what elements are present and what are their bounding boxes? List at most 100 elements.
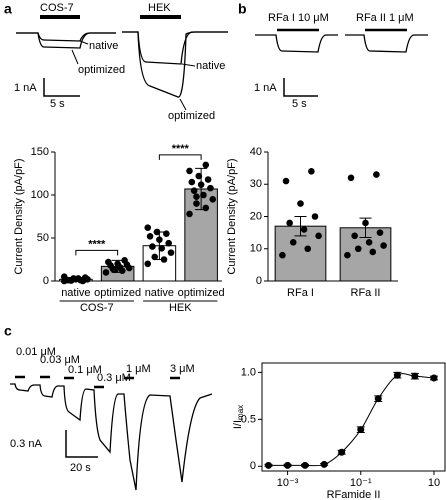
data-point xyxy=(282,177,290,185)
data-point xyxy=(209,196,217,203)
data-point xyxy=(151,253,159,261)
y-axis-label: Current Density (pA/pF) xyxy=(13,158,25,274)
data-point xyxy=(351,232,358,240)
data-point xyxy=(153,228,161,236)
significance-bracket xyxy=(75,249,119,256)
scale-label: 1 nA xyxy=(14,82,37,94)
x-tick-label: optimized xyxy=(178,287,225,299)
trace-annotation: native xyxy=(196,60,225,72)
y-tick-label: 20 xyxy=(250,210,262,222)
data-point xyxy=(158,245,166,252)
y-tick-label: 0 xyxy=(256,275,262,287)
data-point xyxy=(144,260,152,268)
data-point xyxy=(188,178,196,186)
data-point xyxy=(121,257,128,264)
data-point xyxy=(105,258,112,266)
data-point xyxy=(200,191,207,199)
data-point xyxy=(279,251,286,259)
y-tick-label: 150 xyxy=(31,146,49,158)
data-point xyxy=(286,219,293,227)
data-point xyxy=(374,395,382,403)
data-point xyxy=(70,275,77,282)
data-point xyxy=(354,245,362,253)
ligand: RFa I 10 μM xyxy=(268,12,329,24)
concentration: 3 μM xyxy=(170,363,195,375)
data-point xyxy=(344,251,351,259)
x-tick-label: optimized xyxy=(94,287,141,299)
y-axis-label: I/Imax xyxy=(232,405,245,429)
data-point xyxy=(297,200,304,207)
y-axis-label-main: I/I xyxy=(232,420,244,429)
scale-label: 0.3 nA xyxy=(10,438,42,450)
data-point xyxy=(60,273,68,281)
concentration: 0.03 μM xyxy=(40,354,80,366)
data-point xyxy=(193,200,200,207)
data-point xyxy=(163,230,170,237)
data-point xyxy=(186,167,193,175)
y-tick-label: 0 xyxy=(250,460,256,472)
data-point xyxy=(160,256,168,263)
data-point xyxy=(357,426,365,434)
group-label: COS-7 xyxy=(80,302,114,314)
data-point xyxy=(79,277,87,285)
plot-frame xyxy=(261,362,446,472)
significance: **** xyxy=(172,143,190,155)
panel-label: a xyxy=(4,1,12,17)
data-point xyxy=(114,260,121,268)
data-point xyxy=(308,168,315,175)
data-point xyxy=(156,236,163,244)
concentration: 1 μM xyxy=(126,363,151,375)
panel-label: c xyxy=(4,323,12,339)
y-axis-label-sub: max xyxy=(236,405,245,420)
error-bar xyxy=(294,216,307,237)
x-tick-label: 10⁻³ xyxy=(277,477,299,489)
scale-label: 5 s xyxy=(292,98,307,110)
concentration: 0.3 μM xyxy=(97,372,131,384)
data-point xyxy=(380,242,387,249)
data-point xyxy=(204,176,212,183)
y-tick-label: 0 xyxy=(43,275,49,287)
scale-label: 20 s xyxy=(70,462,91,474)
x-tick-label: RFa II xyxy=(351,287,381,299)
trace-annotation: optimized xyxy=(168,110,215,122)
significance: **** xyxy=(88,238,106,250)
data-point xyxy=(284,461,292,469)
data-point xyxy=(393,371,401,379)
y-tick-label: 100 xyxy=(31,189,49,201)
data-point xyxy=(376,229,384,236)
x-tick-label: RFa I xyxy=(287,287,314,299)
data-point xyxy=(289,239,297,246)
data-point xyxy=(369,248,377,256)
data-point xyxy=(311,213,319,220)
data-point xyxy=(195,172,203,180)
significance-bracket xyxy=(158,154,202,160)
data-point xyxy=(338,448,346,456)
x-tick-label: 10⁻¹ xyxy=(350,477,372,489)
data-point xyxy=(193,193,200,201)
data-point xyxy=(373,171,380,178)
data-point xyxy=(146,232,154,240)
concentration: 0.1 μM xyxy=(68,364,102,376)
trace-annotation: optimized xyxy=(78,64,125,76)
data-point xyxy=(347,174,355,182)
data-point xyxy=(300,226,308,233)
x-tick-label: 10 xyxy=(428,477,440,489)
data-point xyxy=(167,249,175,256)
data-point xyxy=(190,187,198,194)
data-point xyxy=(207,184,214,192)
x-tick-label: native xyxy=(145,287,174,299)
data-point xyxy=(111,266,119,274)
traces-c: 0.01 μM 0.03 μM 0.1 μM 0.3 μM 1 μM 3 μM … xyxy=(10,346,213,491)
data-point xyxy=(362,219,369,227)
x-tick-label: native xyxy=(61,287,90,299)
y-tick-label: 30 xyxy=(250,178,262,190)
data-point xyxy=(301,461,309,469)
data-point xyxy=(186,210,193,218)
y-axis-label: Current Density (pA/pF) xyxy=(226,158,238,274)
data-point xyxy=(315,232,322,240)
y-tick-label: 50 xyxy=(37,232,49,244)
data-point xyxy=(197,181,205,188)
data-point xyxy=(165,239,172,247)
data-point xyxy=(202,161,210,169)
